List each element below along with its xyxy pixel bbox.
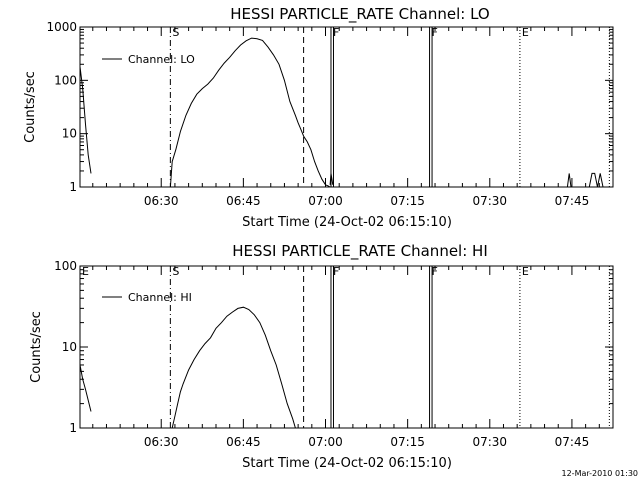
x-tick-label: 06:30 bbox=[144, 435, 179, 449]
legend-label: Channel: LO bbox=[128, 53, 195, 66]
y-tick-label: 1 bbox=[69, 421, 77, 435]
x-axis: 06:30 06:45 07:00 07:15 07:30 07:45 bbox=[92, 266, 614, 449]
series-lines bbox=[79, 306, 296, 429]
series-line bbox=[171, 306, 296, 429]
x-tick-label: 06:45 bbox=[226, 435, 261, 449]
x-tick-label: 06:30 bbox=[144, 194, 179, 208]
y-tick-label: 1000 bbox=[46, 20, 77, 34]
x-tick-label: 07:15 bbox=[390, 435, 425, 449]
series-line bbox=[566, 173, 572, 188]
x-tick-label: 06:45 bbox=[226, 194, 261, 208]
panel-lo: HESSI PARTICLE_RATE Channel: LO 1 10 100 10… bbox=[23, 5, 614, 230]
chart-title: HESSI PARTICLE_RATE Channel: HI bbox=[232, 242, 488, 261]
y-tick-label: 1 bbox=[69, 180, 77, 194]
series-lines bbox=[79, 37, 604, 188]
y-axis: 1 10 100 1000 bbox=[46, 20, 613, 194]
y-axis-label: Counts/sec bbox=[23, 71, 38, 143]
y-tick-label: 100 bbox=[54, 73, 77, 87]
x-tick-label: 07:00 bbox=[308, 435, 343, 449]
x-axis-label: Start Time (24-Oct-02 06:15:10) bbox=[242, 456, 452, 471]
series-line bbox=[329, 173, 334, 185]
marker-label: F bbox=[333, 265, 339, 278]
x-tick-label: 07:45 bbox=[555, 194, 590, 208]
x-tick-label: 07:00 bbox=[308, 194, 343, 208]
plot-frame bbox=[79, 26, 614, 188]
marker-label: E bbox=[82, 265, 89, 278]
marker-label: F bbox=[333, 26, 339, 39]
y-tick-label: 10 bbox=[62, 340, 77, 354]
x-axis: 06:30 06:45 07:00 07:15 07:30 07:45 bbox=[92, 27, 614, 208]
series-line bbox=[79, 364, 92, 412]
x-tick-label: 07:45 bbox=[555, 435, 590, 449]
panel-hi: HESSI PARTICLE_RATE Channel: HI 1 10 100 0… bbox=[29, 242, 614, 471]
marker-label: F bbox=[432, 26, 438, 39]
legend-label: Channel: HI bbox=[128, 291, 192, 304]
series-line bbox=[588, 172, 604, 188]
marker-label: S bbox=[172, 26, 179, 39]
marker-label: F bbox=[432, 265, 438, 278]
chart-title: HESSI PARTICLE_RATE Channel: LO bbox=[230, 5, 489, 24]
marker-label: E bbox=[522, 265, 529, 278]
series-line bbox=[79, 66, 92, 174]
footer-timestamp: 12-Mar-2010 01:30 bbox=[562, 469, 639, 478]
x-tick-label: 07:30 bbox=[472, 435, 507, 449]
series-line bbox=[169, 37, 331, 188]
marker-label: E bbox=[522, 26, 529, 39]
y-axis-label: Counts/sec bbox=[29, 311, 44, 383]
x-axis-label: Start Time (24-Oct-02 06:15:10) bbox=[242, 215, 452, 230]
x-tick-label: 07:30 bbox=[472, 194, 507, 208]
y-tick-label: 10 bbox=[62, 127, 77, 141]
x-tick-label: 07:15 bbox=[390, 194, 425, 208]
y-tick-label: 100 bbox=[54, 259, 77, 273]
marker-label: S bbox=[172, 265, 179, 278]
